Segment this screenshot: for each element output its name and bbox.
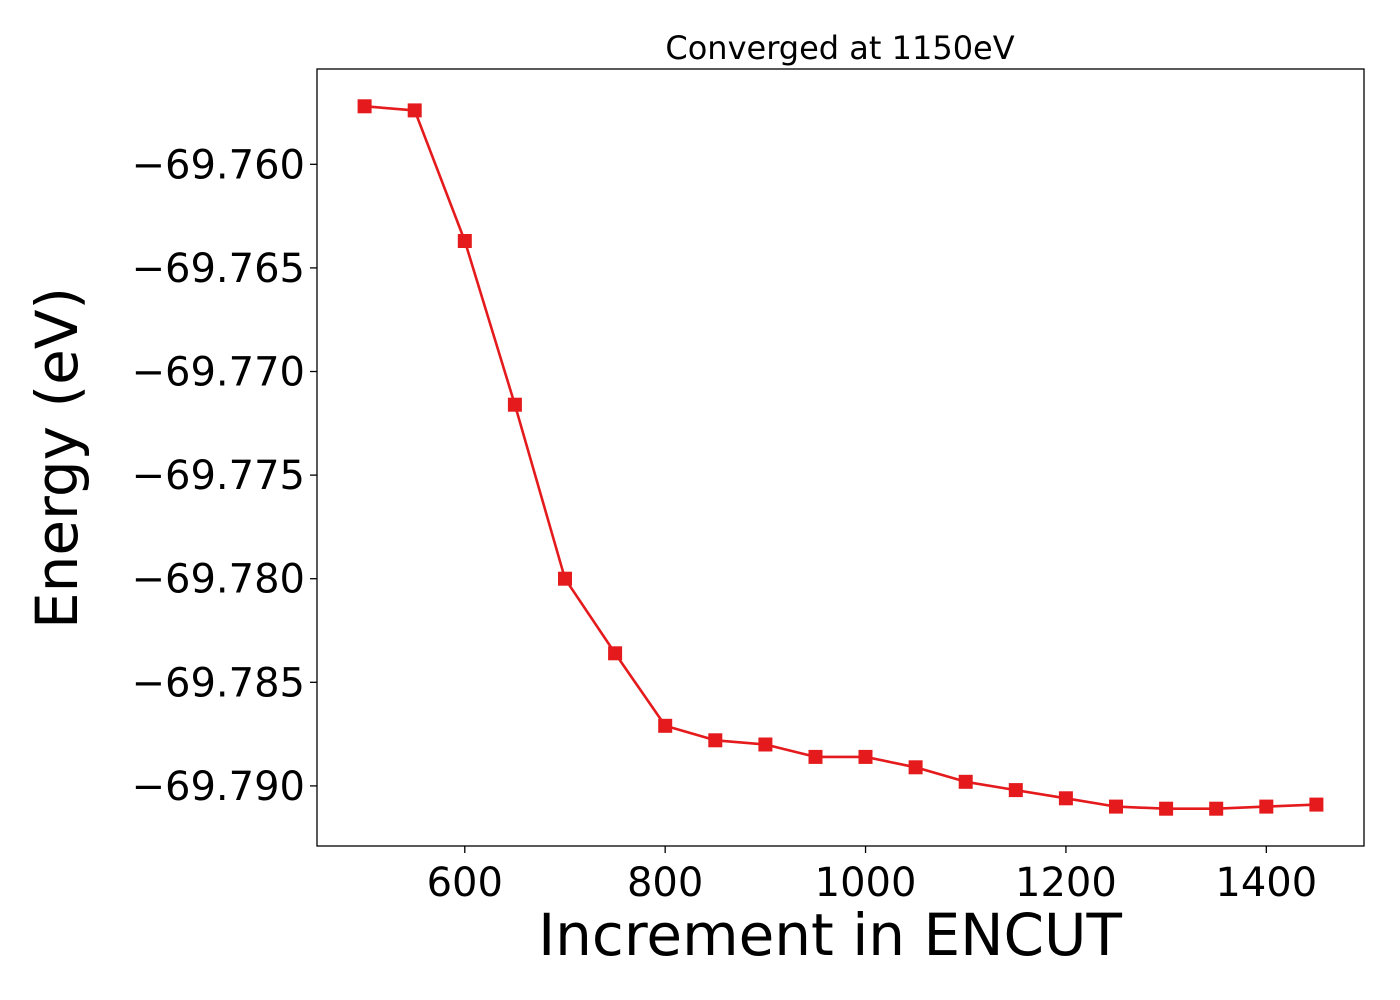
data-point-marker — [1259, 799, 1274, 814]
y-tick-label: −69.765 — [132, 246, 305, 292]
x-tick-label: 1400 — [1215, 860, 1317, 906]
y-tick-label: −69.770 — [132, 350, 305, 396]
x-tick-label: 600 — [427, 860, 503, 906]
data-point-marker — [558, 571, 572, 586]
y-axis-label: Energy (eV) — [23, 287, 91, 629]
data-point-marker — [1159, 801, 1174, 816]
plot-frame — [316, 68, 1365, 847]
data-point-marker — [457, 234, 472, 248]
data-point-marker — [1309, 797, 1324, 812]
data-point-marker — [1109, 799, 1123, 814]
y-tick-label: −69.790 — [132, 764, 305, 810]
data-point-marker — [858, 749, 873, 764]
y-tick-label: −69.785 — [132, 660, 305, 706]
data-point-marker — [758, 737, 773, 752]
y-tick-label: −69.760 — [132, 142, 305, 188]
x-tick-label: 1200 — [1015, 860, 1117, 906]
data-point-marker — [1008, 783, 1023, 798]
data-point-marker — [958, 774, 973, 789]
data-point-marker — [1209, 801, 1224, 816]
x-tick-label: 1000 — [815, 860, 917, 906]
chart-title: Converged at 1150eV — [665, 29, 1014, 67]
data-point-marker — [808, 749, 823, 764]
data-point-marker — [608, 646, 623, 661]
x-axis-label: Increment in ENCUT — [538, 901, 1122, 969]
data-point-marker — [908, 760, 923, 775]
series-line — [364, 105, 1317, 811]
x-tick-label: 800 — [627, 860, 703, 906]
data-point-marker — [708, 733, 723, 748]
series-group — [357, 99, 1324, 816]
axes-group: 600 800 1000 1200 1400 −69.760 −69.765 −69.770 −… — [132, 68, 1365, 906]
y-tick-label: −69.780 — [132, 557, 305, 603]
data-point-marker — [407, 103, 422, 118]
data-point-marker — [658, 718, 673, 733]
data-point-marker — [507, 397, 522, 412]
data-point-marker — [1058, 791, 1073, 806]
y-tick-label: −69.775 — [132, 453, 305, 499]
data-point-marker — [357, 99, 372, 114]
